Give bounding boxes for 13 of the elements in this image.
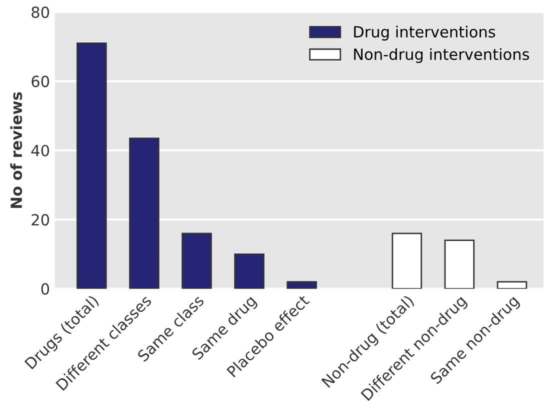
bar <box>286 281 317 289</box>
y-tick-label: 60 <box>32 76 50 88</box>
bar <box>76 42 107 289</box>
y-tick-label: 20 <box>32 214 50 226</box>
bar <box>234 253 264 289</box>
y-tick-label: 40 <box>31 144 50 156</box>
y-tick-label: 80 <box>32 6 50 18</box>
legend-label: Drug interventions <box>354 26 496 41</box>
bar <box>182 232 212 289</box>
legend-label: Non-drug interventions <box>354 48 530 63</box>
y-axis-title: No of reviews <box>10 92 22 208</box>
bar <box>129 138 160 289</box>
y-tick-label: 0 <box>41 283 50 295</box>
